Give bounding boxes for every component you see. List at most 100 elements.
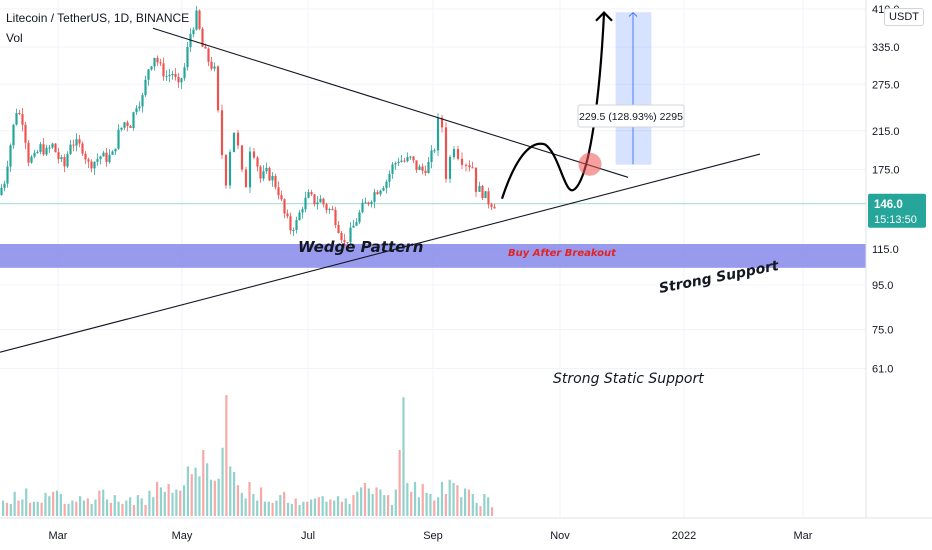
candle-body bbox=[481, 185, 484, 199]
volume-bar bbox=[132, 505, 136, 516]
candle-body bbox=[42, 144, 45, 155]
volume-bar bbox=[190, 474, 193, 516]
volume-bar bbox=[310, 499, 313, 516]
volume-bar bbox=[321, 496, 324, 516]
candle-body bbox=[394, 163, 397, 165]
candle-body bbox=[295, 220, 298, 231]
candle-body bbox=[159, 62, 162, 64]
volume-bar bbox=[221, 447, 224, 516]
volume-bar bbox=[117, 501, 120, 516]
volume-bar bbox=[421, 484, 424, 516]
candle-body bbox=[120, 127, 123, 130]
volume-bar bbox=[452, 483, 455, 516]
volume-bar bbox=[467, 489, 471, 516]
volume-bar bbox=[140, 498, 143, 516]
volume-bar bbox=[360, 487, 363, 516]
candle-body bbox=[236, 132, 240, 146]
candle-body bbox=[24, 124, 27, 143]
volume-bar bbox=[244, 498, 247, 516]
projection-arrow-head bbox=[628, 12, 638, 17]
volume-bar bbox=[105, 499, 109, 516]
volume-bar bbox=[152, 497, 155, 516]
candle-body bbox=[180, 78, 183, 83]
candle-body bbox=[57, 152, 60, 160]
volume-bar bbox=[394, 489, 397, 516]
volume-bar bbox=[148, 490, 151, 516]
candle-body bbox=[328, 208, 331, 210]
candle-body bbox=[349, 227, 352, 243]
volume-bar bbox=[198, 476, 201, 516]
volume-bar bbox=[236, 485, 240, 516]
volume-bar bbox=[367, 488, 370, 516]
price-tick-label: 215.0 bbox=[872, 126, 900, 138]
static-support-label: Strong Static Support bbox=[553, 371, 704, 387]
candle-body bbox=[433, 150, 436, 152]
candle-body bbox=[468, 165, 471, 168]
volume-indicator-label[interactable]: Vol bbox=[6, 31, 23, 45]
volume-bar bbox=[410, 491, 413, 516]
volume-bar bbox=[306, 501, 309, 516]
candle-body bbox=[471, 167, 474, 169]
candle-body bbox=[409, 156, 412, 158]
support-trendline bbox=[0, 153, 761, 353]
volume-bar bbox=[94, 499, 97, 516]
candle-body bbox=[12, 124, 15, 146]
candle-body bbox=[268, 167, 271, 181]
currency-badge[interactable]: USDT bbox=[884, 8, 924, 26]
candle-body bbox=[271, 175, 274, 181]
candle-body bbox=[406, 156, 409, 162]
volume-bar bbox=[252, 494, 255, 516]
candle-body bbox=[48, 147, 51, 149]
candle-body bbox=[33, 152, 36, 157]
candle-body bbox=[201, 28, 204, 47]
candles bbox=[0, 6, 496, 248]
volume-bar bbox=[109, 502, 112, 516]
current-price-value: 146.0 bbox=[874, 199, 903, 211]
time-axis[interactable]: Mar May Jul Sep Nov 2022 Mar bbox=[49, 530, 813, 542]
volume-bar bbox=[348, 503, 351, 516]
candle-body bbox=[277, 187, 280, 196]
candle-body bbox=[213, 66, 216, 69]
volume-bar bbox=[256, 500, 259, 516]
candle-body bbox=[153, 57, 156, 67]
volume-bar bbox=[398, 450, 401, 516]
symbol-title[interactable]: Litecoin / TetherUS, 1D, BINANCE bbox=[6, 11, 190, 25]
volume-bar bbox=[263, 501, 266, 516]
candle-body bbox=[388, 173, 391, 182]
measure-label-box bbox=[577, 104, 685, 128]
candle-body bbox=[224, 155, 228, 186]
candle-body bbox=[331, 208, 334, 210]
candle-body bbox=[204, 46, 207, 49]
candle-body bbox=[400, 160, 403, 162]
volume-bar bbox=[340, 501, 343, 516]
volume-bar bbox=[32, 501, 35, 516]
volume-bar bbox=[460, 497, 463, 516]
volume-bar bbox=[325, 501, 328, 516]
volume-bar bbox=[186, 466, 189, 516]
candle-body bbox=[292, 230, 295, 232]
volume-bar bbox=[483, 494, 486, 516]
candle-body bbox=[232, 132, 236, 153]
volume-bar bbox=[171, 492, 174, 516]
volume-bar bbox=[429, 494, 432, 516]
volume-bar bbox=[179, 490, 182, 516]
current-price-badge: 146.0 15:13:50 bbox=[868, 193, 926, 228]
candle-body bbox=[286, 213, 289, 217]
candle-body bbox=[171, 73, 174, 76]
volume-bar bbox=[298, 505, 301, 516]
volume-bar bbox=[206, 463, 209, 516]
price-axis[interactable]: 650.0530.0410.0335.0275.0215.0175.0115.0… bbox=[0, 0, 932, 519]
candle-body bbox=[244, 169, 248, 188]
volume-bar bbox=[55, 490, 59, 516]
candle-body bbox=[456, 149, 460, 159]
candle-body bbox=[340, 232, 343, 241]
candle-body bbox=[487, 191, 490, 205]
candle-body bbox=[18, 113, 21, 115]
volume-bar bbox=[21, 499, 24, 516]
volume-bar bbox=[67, 503, 70, 516]
volume-bar bbox=[371, 494, 374, 516]
volume-bar bbox=[28, 502, 32, 516]
volume-bar bbox=[279, 495, 282, 516]
